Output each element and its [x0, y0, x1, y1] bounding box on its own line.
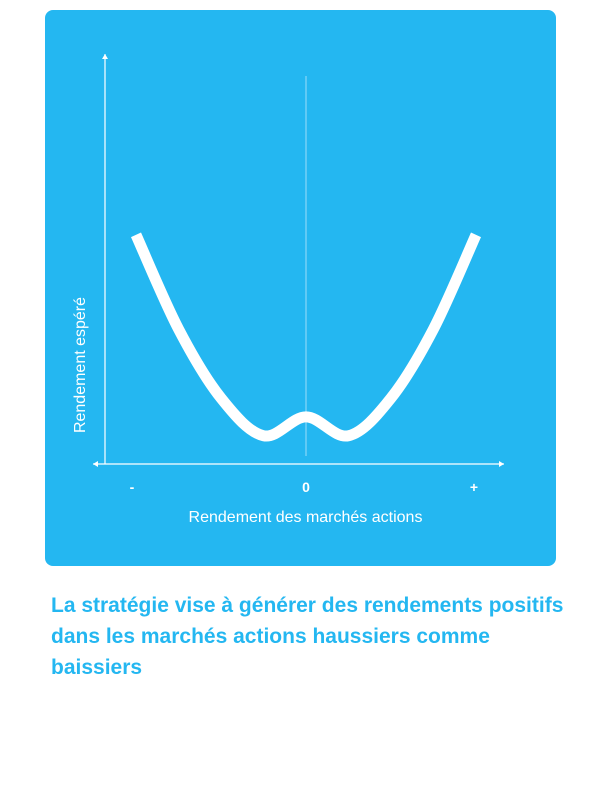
x-axis-label: Rendement des marchés actions	[189, 509, 423, 526]
x-axis-arrow-left-icon	[93, 461, 98, 467]
chart-card: - 0 + Rendement des marchés actions Rendemen…	[45, 10, 556, 566]
x-tick-label: -	[130, 479, 135, 495]
y-axis-label: Rendement espéré	[72, 297, 89, 433]
strategy-caption: La stratégie vise à générer des rendemen…	[51, 594, 564, 679]
expected-return-curve	[130, 232, 482, 442]
x-axis-arrow-right-icon	[499, 461, 504, 467]
u-shaped-return-chart: - 0 + Rendement des marchés actions Rendemen…	[72, 54, 504, 526]
x-tick-label: 0	[302, 479, 310, 495]
y-axis-arrow-up-icon	[102, 54, 108, 59]
x-tick-label: +	[470, 479, 478, 495]
